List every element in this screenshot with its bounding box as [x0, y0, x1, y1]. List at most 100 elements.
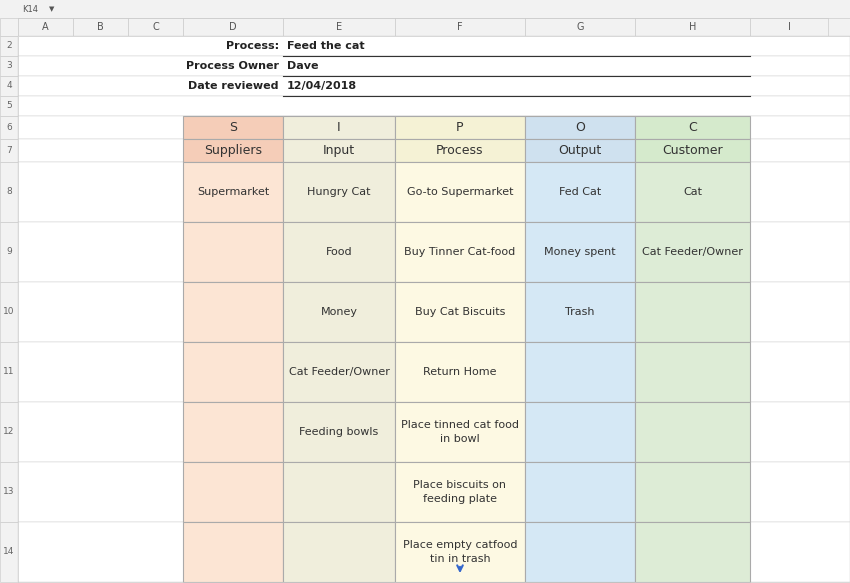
Bar	[283, 222, 395, 282]
Bar	[183, 162, 283, 222]
Text: Cat Feeder/Owner: Cat Feeder/Owner	[288, 367, 389, 377]
Bar	[525, 162, 635, 222]
Text: Customer: Customer	[662, 144, 722, 157]
Bar	[18, 462, 850, 522]
Text: 6: 6	[6, 123, 12, 132]
Bar	[283, 342, 395, 402]
Bar	[283, 402, 395, 462]
Text: E: E	[336, 22, 342, 32]
Bar	[525, 522, 635, 582]
Bar	[525, 222, 635, 282]
Bar	[635, 342, 750, 402]
Text: Process: Process	[436, 144, 484, 157]
Text: 3: 3	[6, 61, 12, 71]
Bar	[18, 222, 850, 282]
Bar	[395, 462, 525, 522]
Text: 7: 7	[6, 146, 12, 155]
Bar	[0, 96, 18, 116]
Text: 4: 4	[6, 82, 12, 90]
Text: 2: 2	[6, 41, 12, 51]
Text: Suppliers: Suppliers	[204, 144, 262, 157]
Text: P: P	[456, 121, 464, 134]
Bar	[183, 139, 283, 162]
Text: ▼: ▼	[49, 6, 54, 12]
Bar	[0, 522, 18, 582]
Bar	[525, 282, 635, 342]
Bar	[18, 116, 850, 139]
Text: Dave: Dave	[287, 61, 319, 71]
Bar	[635, 462, 750, 522]
Bar	[18, 56, 850, 76]
Bar	[283, 282, 395, 342]
Text: 14: 14	[3, 547, 14, 557]
Text: Buy Tinner Cat-food: Buy Tinner Cat-food	[405, 247, 516, 257]
Bar	[525, 18, 635, 36]
Bar	[283, 462, 395, 522]
Bar	[0, 0, 850, 18]
Text: Buy Cat Biscuits: Buy Cat Biscuits	[415, 307, 505, 317]
Bar	[18, 342, 850, 402]
Bar	[525, 116, 635, 139]
Bar	[0, 76, 18, 96]
Bar	[395, 139, 525, 162]
Bar	[635, 18, 750, 36]
Text: 10: 10	[3, 307, 14, 317]
Bar	[395, 18, 525, 36]
Bar	[525, 462, 635, 522]
Bar	[395, 282, 525, 342]
Bar	[635, 282, 750, 342]
Bar	[0, 18, 850, 36]
Text: Trash: Trash	[565, 307, 595, 317]
Text: Place empty catfood
tin in trash: Place empty catfood tin in trash	[403, 540, 518, 564]
Bar	[635, 116, 750, 139]
Text: H: H	[688, 22, 696, 32]
Bar	[395, 522, 525, 582]
Text: K14: K14	[22, 5, 38, 13]
Bar	[18, 282, 850, 342]
Text: 12/04/2018: 12/04/2018	[287, 81, 357, 91]
Text: Output: Output	[558, 144, 602, 157]
Bar	[635, 522, 750, 582]
Bar	[183, 342, 283, 402]
Text: F: F	[457, 22, 462, 32]
Bar	[128, 18, 183, 36]
Bar	[395, 402, 525, 462]
Bar	[635, 162, 750, 222]
Bar	[283, 116, 395, 139]
Bar	[635, 402, 750, 462]
Text: Fed Cat: Fed Cat	[558, 187, 601, 197]
Bar	[18, 76, 850, 96]
Text: Input: Input	[323, 144, 355, 157]
Bar	[18, 139, 850, 162]
Text: D: D	[230, 22, 237, 32]
Text: C: C	[152, 22, 159, 32]
Text: Food: Food	[326, 247, 352, 257]
Bar	[283, 162, 395, 222]
Text: Return Home: Return Home	[423, 367, 496, 377]
Text: Place biscuits on
feeding plate: Place biscuits on feeding plate	[413, 480, 507, 504]
Bar	[183, 402, 283, 462]
Text: 12: 12	[3, 427, 14, 437]
Bar	[73, 18, 128, 36]
Bar	[395, 116, 525, 139]
Text: Hungry Cat: Hungry Cat	[307, 187, 371, 197]
Text: Money: Money	[320, 307, 358, 317]
Text: O: O	[575, 121, 585, 134]
Text: I: I	[337, 121, 341, 134]
Bar	[183, 282, 283, 342]
Bar	[635, 139, 750, 162]
Bar	[395, 222, 525, 282]
Bar	[0, 56, 18, 76]
Bar	[283, 18, 395, 36]
Text: Supermarket: Supermarket	[197, 187, 269, 197]
Text: 13: 13	[3, 487, 14, 497]
Text: Process:: Process:	[226, 41, 279, 51]
Bar	[18, 522, 850, 582]
Text: Feed the cat: Feed the cat	[287, 41, 365, 51]
Bar	[0, 36, 18, 56]
Text: Go-to Supermarket: Go-to Supermarket	[407, 187, 513, 197]
Bar	[395, 342, 525, 402]
Bar	[525, 402, 635, 462]
Bar	[18, 402, 850, 462]
Text: Feeding bowls: Feeding bowls	[299, 427, 378, 437]
